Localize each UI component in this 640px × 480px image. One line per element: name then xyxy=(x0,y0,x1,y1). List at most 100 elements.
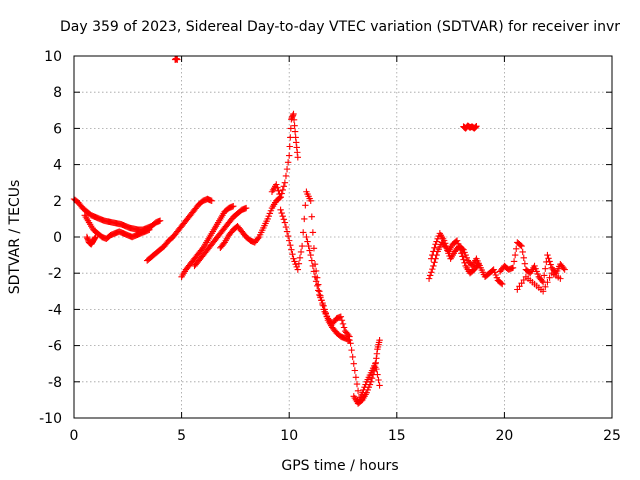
data-point xyxy=(432,241,439,248)
data-point xyxy=(545,255,552,262)
data-point xyxy=(267,207,275,214)
data-point xyxy=(319,299,326,307)
data-point xyxy=(474,262,481,269)
data-point xyxy=(517,241,524,249)
data-point xyxy=(316,291,323,299)
data-point xyxy=(291,122,298,129)
data-point xyxy=(313,282,321,290)
data-point xyxy=(533,268,540,275)
data-point xyxy=(284,159,292,166)
data-point xyxy=(278,190,285,197)
data-marks xyxy=(70,55,568,407)
data-point xyxy=(440,237,448,244)
data-point xyxy=(434,235,441,243)
data-point xyxy=(280,216,288,223)
data-point xyxy=(546,274,553,281)
data-point xyxy=(302,202,309,209)
data-point xyxy=(297,248,305,256)
data-point xyxy=(442,240,449,247)
data-point xyxy=(303,233,310,241)
data-point xyxy=(230,203,237,210)
data-point xyxy=(361,384,368,391)
data-point xyxy=(311,273,319,281)
data-point xyxy=(284,232,292,240)
data-point xyxy=(547,261,554,268)
data-point xyxy=(315,287,322,294)
data-point xyxy=(458,250,465,257)
data-point xyxy=(497,279,505,287)
data-point xyxy=(281,179,289,186)
data-point xyxy=(304,238,311,245)
data-point xyxy=(308,213,315,220)
data-point xyxy=(338,317,346,324)
data-point xyxy=(347,340,354,347)
data-point xyxy=(279,186,286,194)
data-point xyxy=(281,219,289,226)
data-point xyxy=(373,365,380,373)
data-point xyxy=(429,265,436,273)
data-point xyxy=(473,123,480,130)
data-point xyxy=(350,360,357,367)
data-point xyxy=(354,387,362,395)
data-point xyxy=(456,243,463,251)
data-point xyxy=(321,306,328,313)
data-point xyxy=(291,128,299,135)
data-point xyxy=(532,265,539,272)
data-point xyxy=(309,262,317,270)
x-tick-label: 25 xyxy=(603,428,621,444)
data-point xyxy=(430,248,437,255)
y-tick-label: 2 xyxy=(53,194,62,210)
data-point xyxy=(279,212,286,220)
data-point xyxy=(349,353,356,361)
data-point xyxy=(426,272,434,279)
data-point xyxy=(318,297,325,304)
data-point xyxy=(156,217,164,224)
data-point xyxy=(542,265,549,272)
data-point xyxy=(282,172,290,180)
data-point xyxy=(459,253,466,260)
data-point xyxy=(521,260,529,267)
data-point xyxy=(340,324,348,331)
data-point xyxy=(375,376,382,384)
y-tick-label: -6 xyxy=(48,339,62,355)
data-point xyxy=(425,275,433,282)
data-point xyxy=(491,269,498,276)
data-point xyxy=(310,245,318,252)
data-point xyxy=(254,235,262,242)
data-point xyxy=(308,257,315,264)
data-point xyxy=(174,56,181,63)
data-point xyxy=(290,255,297,262)
data-point xyxy=(323,313,331,320)
data-point xyxy=(291,258,298,265)
data-point xyxy=(275,187,282,195)
data-point xyxy=(509,264,517,271)
data-point xyxy=(561,266,568,273)
data-point xyxy=(277,193,284,201)
data-point xyxy=(312,278,320,285)
data-point xyxy=(208,197,215,204)
data-point xyxy=(560,265,567,272)
data-point xyxy=(301,215,308,223)
x-tick-label: 10 xyxy=(280,428,298,444)
data-point xyxy=(298,242,306,250)
y-tick-label: 6 xyxy=(53,121,62,137)
y-tick-label: 0 xyxy=(53,230,62,246)
data-point xyxy=(542,283,549,290)
data-point xyxy=(430,262,437,270)
data-point xyxy=(282,223,290,231)
data-point xyxy=(443,242,450,250)
data-point xyxy=(376,382,383,389)
data-point xyxy=(454,240,462,247)
data-point xyxy=(461,249,468,256)
data-point xyxy=(544,251,551,259)
x-tick-label: 15 xyxy=(388,428,406,444)
data-point xyxy=(295,260,303,267)
data-point xyxy=(317,294,324,301)
data-point xyxy=(265,212,272,220)
data-point xyxy=(499,280,506,288)
y-tick-label: 4 xyxy=(53,158,62,174)
data-point xyxy=(353,380,361,388)
data-point xyxy=(274,184,281,191)
data-point xyxy=(337,313,345,320)
data-point xyxy=(431,244,438,252)
